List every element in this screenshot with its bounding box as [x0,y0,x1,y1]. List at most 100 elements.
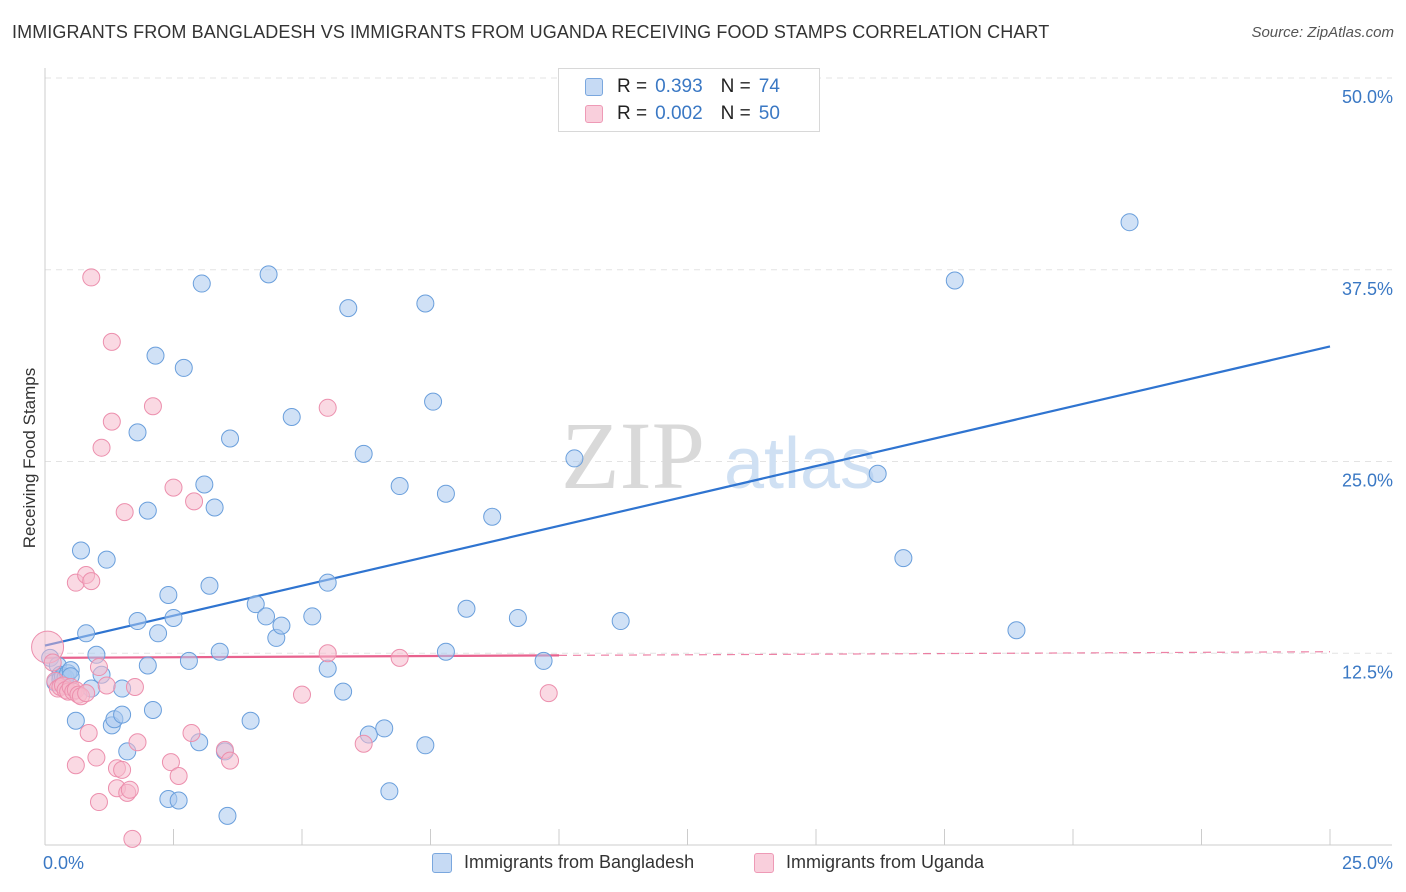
point-bangladesh [149,624,168,643]
y-tick-labels: 12.5% 25.0% 37.5% 50.0% [1342,87,1393,682]
point-bangladesh [97,550,116,569]
data-points [31,213,1139,848]
point-bangladesh [195,475,214,494]
point-bangladesh [174,358,193,377]
point-uganda [43,653,62,672]
point-uganda [97,676,116,695]
point-bangladesh [113,705,132,724]
point-bangladesh [534,651,553,670]
legend-swatch-bangladesh [432,852,452,873]
point-bangladesh [221,429,240,448]
gridlines [45,77,1392,654]
point-bangladesh [282,408,301,427]
point-bangladesh [1120,213,1139,232]
point-bangladesh [868,464,887,483]
point-uganda [113,760,132,779]
point-bangladesh [259,265,278,284]
point-bangladesh [128,423,147,442]
legend-row-uganda: R = 0.002 N = 50 [585,102,780,126]
point-bangladesh [945,271,964,290]
point-bangladesh [1007,621,1026,640]
trendline-pink-extrapolated [558,651,1331,656]
point-bangladesh [205,498,224,517]
point-bangladesh [241,711,260,730]
legend-item-uganda[interactable]: Immigrants from Uganda [754,852,984,873]
x-tick-label: 25.0% [1342,853,1393,873]
point-uganda [89,793,108,812]
point-bangladesh [192,274,211,293]
point-uganda [128,733,147,752]
point-uganda [354,734,373,753]
legend-r-label: R = [617,76,648,97]
point-uganda [293,685,311,704]
trendline-pink [44,654,560,659]
legend-n-value: 50 [758,103,780,124]
y-axis-title: Receiving Food Stamps [20,367,39,549]
point-uganda [92,438,111,457]
watermark-atlas: atlas [724,424,876,504]
point-uganda [66,756,85,775]
point-uganda [390,648,409,667]
point-bangladesh [424,392,443,411]
x-tick-label: 0.0% [43,853,84,873]
legend-label-bangladesh: Immigrants from Bangladesh [464,852,695,872]
point-bangladesh [339,299,358,318]
point-uganda [185,492,204,511]
point-uganda [318,644,337,663]
point-bangladesh [390,477,409,496]
legend-swatch-blue [585,78,603,96]
series-legend: Immigrants from Bangladesh Immigrants fr… [0,852,1406,876]
point-uganda [120,780,139,799]
point-bangladesh [128,612,147,631]
point-uganda [539,684,558,703]
point-uganda [164,478,183,497]
watermark: ZIP atlas [561,402,876,509]
legend-swatch-pink [585,105,603,123]
point-bangladesh [375,719,394,738]
point-bangladesh [159,585,178,604]
point-bangladesh [210,642,229,661]
y-tick-label: 37.5% [1342,279,1393,299]
point-bangladesh [318,573,337,592]
point-bangladesh [380,782,399,801]
point-uganda [82,572,101,591]
point-bangladesh [416,294,435,313]
point-bangladesh [246,595,265,614]
point-uganda [102,412,121,431]
legend-r-value: 0.002 [655,103,703,124]
point-uganda [161,753,180,772]
x-tick-labels: 0.0% 25.0% [43,853,1393,873]
legend-item-bangladesh[interactable]: Immigrants from Bangladesh [432,852,694,873]
point-bangladesh [611,612,630,631]
trendline-blue [44,345,1331,647]
point-uganda [79,724,98,743]
point-bangladesh [71,541,90,560]
legend-r-value: 0.393 [655,76,703,97]
point-bangladesh [436,484,455,503]
legend-n-value: 74 [758,76,780,97]
point-uganda [82,268,101,287]
point-uganda [115,503,134,522]
point-uganda [77,684,96,703]
point-uganda [182,724,201,743]
point-bangladesh [138,501,157,520]
point-uganda [102,332,121,351]
point-bangladesh [257,607,276,626]
point-bangladesh [146,346,165,365]
y-tick-label: 12.5% [1342,662,1393,682]
point-bangladesh [272,616,291,635]
trendlines [44,345,1331,659]
point-bangladesh [416,736,435,755]
y-tick-label: 50.0% [1342,87,1393,107]
point-uganda [123,829,142,848]
point-uganda [89,658,108,677]
point-bangladesh [66,711,85,730]
legend-label-uganda: Immigrants from Uganda [786,852,985,872]
point-uganda [169,766,188,785]
watermark-zip: ZIP [561,402,705,509]
point-bangladesh [354,444,373,463]
point-bangladesh [894,549,913,568]
point-uganda [221,751,240,770]
axes [44,68,1392,846]
